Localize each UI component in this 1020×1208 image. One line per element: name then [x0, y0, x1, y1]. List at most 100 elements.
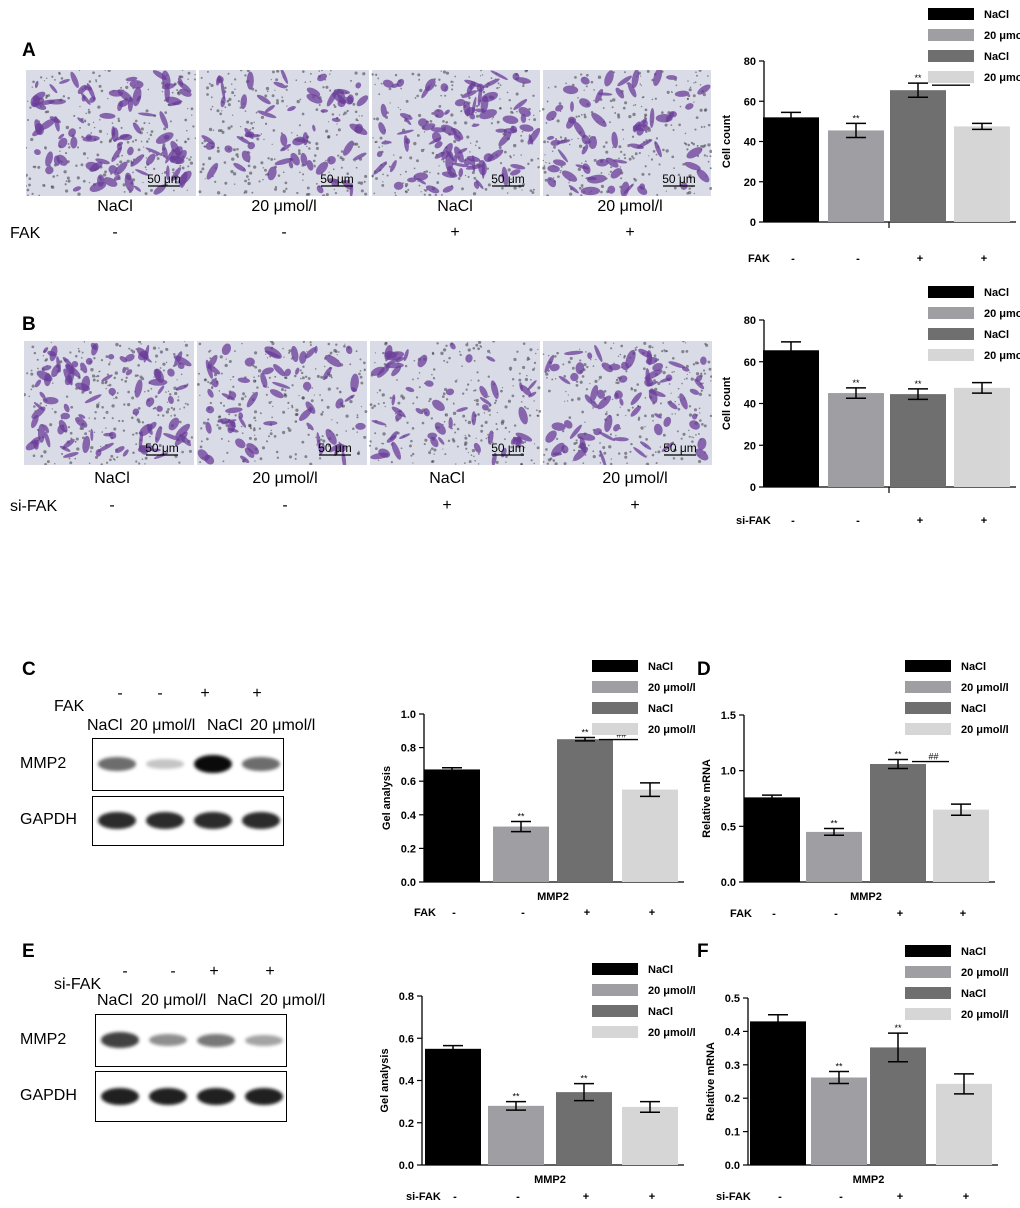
- group-label: FAK: [748, 253, 770, 265]
- y-axis-label: Relative mRNA: [705, 1042, 717, 1121]
- cell-blob: [138, 430, 144, 450]
- pore-dot: [208, 350, 211, 353]
- pore-dot: [67, 179, 71, 183]
- pore-dot: [359, 375, 363, 379]
- cell-blob: [152, 70, 167, 80]
- cell-blob: [122, 366, 127, 374]
- pore-dot: [101, 406, 104, 409]
- y-axis-label: Gel analysis: [379, 1048, 391, 1112]
- pore-dot: [254, 460, 256, 462]
- pore-dot: [307, 390, 309, 392]
- pore-dot: [406, 421, 409, 424]
- lane-label: NaCl: [217, 992, 253, 1009]
- pore-dot: [628, 157, 632, 161]
- cell-blob: [686, 147, 703, 159]
- pore-dot: [487, 395, 490, 398]
- pore-dot: [88, 181, 91, 184]
- cell-blob: [84, 394, 102, 404]
- pore-dot: [184, 402, 187, 405]
- pore-dot: [206, 70, 209, 73]
- cell-blob: [451, 162, 470, 168]
- pore-dot: [121, 154, 123, 157]
- cell-blob: [244, 134, 261, 138]
- pore-dot: [101, 431, 104, 433]
- cell-blob: [288, 161, 294, 169]
- pore-dot: [306, 350, 308, 353]
- pore-dot: [60, 77, 64, 80]
- group-sign: +: [649, 1191, 655, 1203]
- pore-dot: [677, 173, 681, 177]
- cell-blob: [312, 124, 316, 132]
- pore-dot: [334, 191, 338, 195]
- pore-dot: [424, 189, 427, 192]
- micrographs-svg: 50 μm 50 μm 50 μm 50 μm: [24, 67, 713, 198]
- cell-blob: [597, 92, 613, 96]
- pore-dot: [111, 417, 114, 420]
- pore-dot: [480, 69, 482, 72]
- cell-blob: [267, 166, 277, 181]
- pore-dot: [521, 189, 523, 191]
- cell-blob: [421, 85, 431, 99]
- y-tick-label: 20: [744, 177, 756, 189]
- pore-dot: [508, 99, 511, 102]
- pore-dot: [692, 94, 696, 98]
- cell-blob: [237, 377, 251, 383]
- pore-dot: [706, 155, 708, 158]
- cell-blob: [481, 91, 498, 103]
- cell-blob: [378, 122, 386, 135]
- pore-dot: [622, 106, 626, 110]
- pore-dot: [241, 342, 243, 345]
- pore-dot: [357, 146, 360, 148]
- pore-dot: [171, 91, 174, 94]
- pore-dot: [707, 75, 709, 77]
- pore-dot: [703, 125, 706, 128]
- pore-dot: [234, 78, 237, 81]
- pore-dot: [455, 463, 457, 465]
- cell-blob: [246, 391, 258, 408]
- cell-blob: [324, 354, 342, 368]
- pore-dot: [269, 339, 274, 343]
- pore-dot: [382, 401, 385, 405]
- pore-dot: [253, 437, 257, 441]
- pore-dot: [126, 140, 130, 144]
- pore-dot: [101, 381, 105, 385]
- group-sign: -: [521, 907, 525, 919]
- blot-band: [98, 812, 136, 829]
- group-sign: -: [453, 1191, 457, 1203]
- condition-label: NaCl: [97, 198, 133, 215]
- pore-dot: [707, 143, 711, 147]
- legend-swatch: [928, 29, 974, 41]
- cell-blob: [62, 438, 75, 449]
- pore-dot: [220, 437, 223, 440]
- blot-band: [149, 1087, 187, 1105]
- cell-blob: [272, 381, 291, 389]
- pore-dot: [149, 133, 153, 137]
- cell-blob: [327, 156, 336, 165]
- pore-dot: [696, 144, 699, 147]
- pore-dot: [554, 85, 557, 88]
- pore-dot: [97, 105, 101, 109]
- cell-blob: [515, 77, 532, 84]
- cell-blob: [453, 154, 458, 164]
- cell-blob: [179, 434, 192, 447]
- pore-dot: [418, 184, 421, 187]
- condition-label: NaCl: [437, 198, 473, 215]
- cell-blob: [132, 86, 142, 107]
- pore-dot: [219, 355, 223, 359]
- pore-dot: [284, 181, 288, 185]
- pore-dot: [559, 110, 562, 113]
- pore-dot: [46, 460, 50, 463]
- pore-dot: [513, 186, 517, 190]
- pore-dot: [610, 166, 613, 169]
- pore-dot: [210, 108, 213, 111]
- pore-dot: [162, 369, 165, 372]
- pore-dot: [261, 446, 266, 450]
- pore-dot: [487, 349, 491, 353]
- legend-label: 20 μmol/l: [984, 308, 1020, 320]
- pore-dot: [276, 456, 280, 459]
- pore-dot: [137, 148, 141, 152]
- pore-dot: [357, 181, 361, 185]
- pore-dot: [22, 393, 26, 397]
- pore-dot: [187, 108, 189, 110]
